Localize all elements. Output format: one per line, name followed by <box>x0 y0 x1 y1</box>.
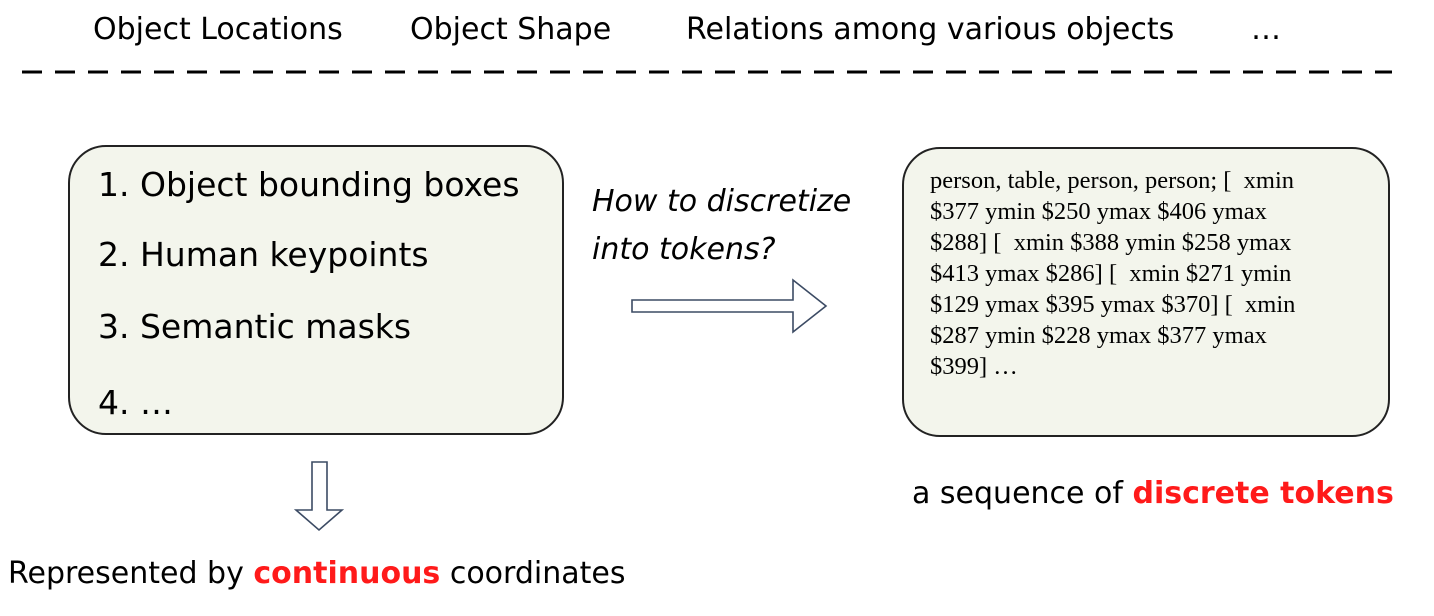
header-relations: Relations among various objects <box>686 12 1175 47</box>
continuous-caption-prefix: Represented by <box>8 556 254 591</box>
representation-types-box: 1. Object bounding boxes 2. Human keypoi… <box>68 145 564 435</box>
list-item-human-keypoints: 2. Human keypoints <box>98 235 429 274</box>
token-line-3: $288] [ xmin $388 ymin $258 ymax <box>930 229 1292 256</box>
header-ellipsis: … <box>1251 12 1281 47</box>
discrete-caption-prefix: a sequence of <box>912 476 1133 511</box>
token-sequence-box: person, table, person, person; [ xmin $3… <box>902 147 1390 437</box>
token-line-6: $287 ymin $228 ymax $377 ymax <box>930 322 1267 349</box>
discrete-caption-emphasis: discrete tokens <box>1132 476 1394 511</box>
discrete-tokens-caption: a sequence of discrete tokens <box>912 476 1394 512</box>
question-line-2: into tokens? <box>592 232 776 267</box>
continuous-caption-emphasis: continuous <box>253 556 441 591</box>
continuous-coordinates-caption: Represented by continuous coordinates <box>8 556 625 592</box>
header-object-shape: Object Shape <box>410 12 612 47</box>
list-item-semantic-masks: 3. Semantic masks <box>98 307 412 346</box>
list-item-bounding-boxes: 1. Object bounding boxes <box>98 165 520 204</box>
list-item-ellipsis: 4. … <box>98 383 173 422</box>
question-line-1: How to discretize <box>592 184 852 219</box>
token-line-1: person, table, person, person; [ xmin <box>930 167 1295 194</box>
token-line-4: $413 ymax $286] [ xmin $271 ymin <box>930 260 1292 287</box>
token-line-5: $129 ymax $395 ymax $370] [ xmin <box>930 291 1296 318</box>
continuous-caption-suffix: coordinates <box>440 556 626 591</box>
right-block-arrow <box>631 278 828 334</box>
down-block-arrow <box>293 461 345 532</box>
token-sequence-text: person, table, person, person; [ xmin $3… <box>930 165 1380 382</box>
token-line-2: $377 ymin $250 ymax $406 ymax <box>930 198 1267 225</box>
header-object-locations: Object Locations <box>93 12 343 47</box>
token-line-7: $399] … <box>930 353 1018 380</box>
